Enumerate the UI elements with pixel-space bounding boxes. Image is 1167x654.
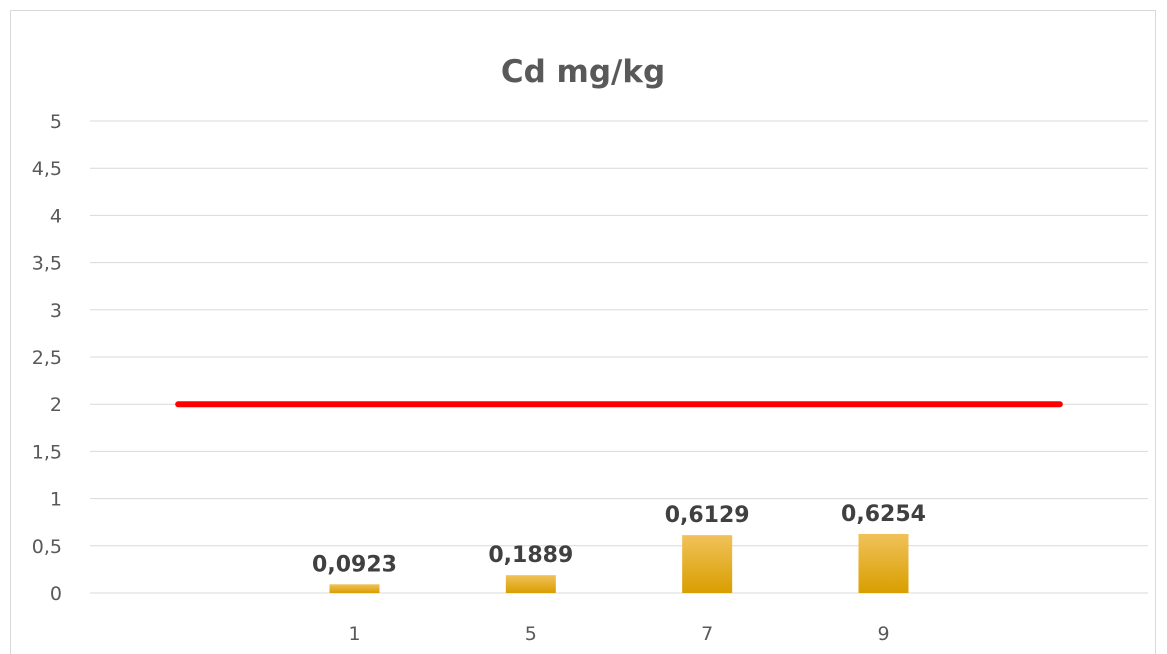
bar bbox=[329, 584, 380, 593]
bar bbox=[505, 575, 556, 593]
y-tick-label: 0 bbox=[50, 583, 62, 605]
data-label: 0,1889 bbox=[488, 543, 573, 568]
chart-area bbox=[10, 10, 1156, 654]
bar bbox=[682, 535, 733, 593]
y-tick-label: 2 bbox=[50, 394, 62, 416]
x-tick-label: 1 bbox=[348, 623, 360, 645]
bar bbox=[858, 533, 909, 593]
y-tick-label: 4,5 bbox=[32, 158, 62, 180]
y-tick-label: 2,5 bbox=[32, 347, 62, 369]
y-tick-label: 3,5 bbox=[32, 253, 62, 275]
x-tick-label: 7 bbox=[701, 623, 713, 645]
y-tick-label: 1 bbox=[50, 489, 62, 511]
bars bbox=[329, 533, 909, 593]
data-label: 0,6254 bbox=[841, 502, 926, 527]
y-tick-label: 1,5 bbox=[32, 441, 62, 463]
chart-title: Cd mg/kg bbox=[501, 54, 665, 90]
data-labels: 0,0923 0,1889 0,6129 0,6254 bbox=[312, 502, 926, 577]
y-axis-ticks: 0 0,5 1 1,5 2 2,5 3 3,5 4 4,5 5 bbox=[32, 111, 62, 605]
gridlines bbox=[90, 120, 1148, 594]
y-tick-label: 4 bbox=[50, 205, 62, 227]
y-tick-label: 5 bbox=[50, 111, 62, 133]
x-tick-label: 9 bbox=[877, 623, 889, 645]
y-tick-label: 0,5 bbox=[32, 536, 62, 558]
data-label: 0,6129 bbox=[665, 503, 750, 528]
data-label: 0,0923 bbox=[312, 552, 397, 577]
x-tick-label: 5 bbox=[525, 623, 537, 645]
y-tick-label: 3 bbox=[50, 300, 62, 322]
